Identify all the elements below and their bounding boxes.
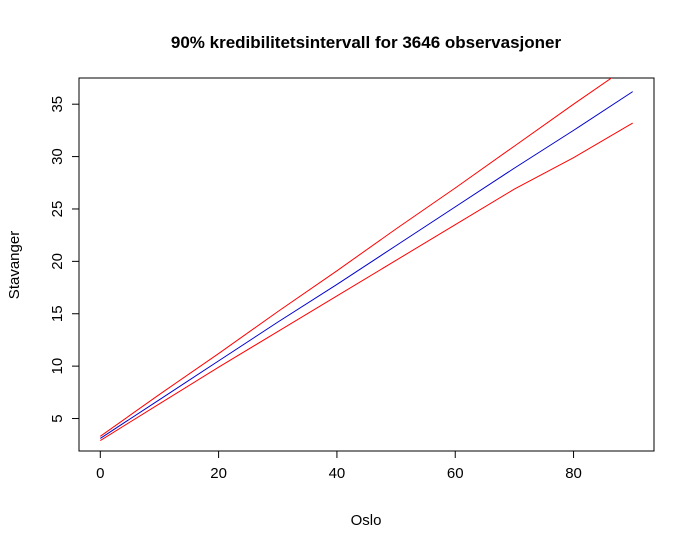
y-tick-label: 20: [49, 253, 66, 270]
x-tick-label: 0: [96, 465, 104, 482]
x-tick-label: 60: [447, 465, 464, 482]
x-tick-label: 20: [210, 465, 227, 482]
series-line-1: [100, 78, 613, 437]
x-tick-label: 40: [329, 465, 346, 482]
x-axis-label: Oslo: [351, 512, 382, 529]
y-tick-label: 5: [49, 414, 66, 422]
series-layer: [100, 78, 633, 441]
y-tick-label: 10: [49, 358, 66, 375]
y-tick-label: 30: [49, 148, 66, 165]
x-axis: 0 20 40 60 80: [96, 450, 582, 482]
y-tick-label: 15: [49, 305, 66, 322]
y-tick-label: 35: [49, 96, 66, 113]
series-line-3: [100, 122, 633, 441]
y-tick-label: 25: [49, 201, 66, 218]
x-tick-label: 80: [565, 465, 582, 482]
y-axis-label: Stavanger: [6, 231, 23, 299]
chart-title: 90% kredibilitetsintervall for 3646 obse…: [171, 33, 562, 52]
series-line-2: [100, 91, 633, 439]
y-axis: 5 10 15 20 25 30 35: [49, 96, 80, 423]
